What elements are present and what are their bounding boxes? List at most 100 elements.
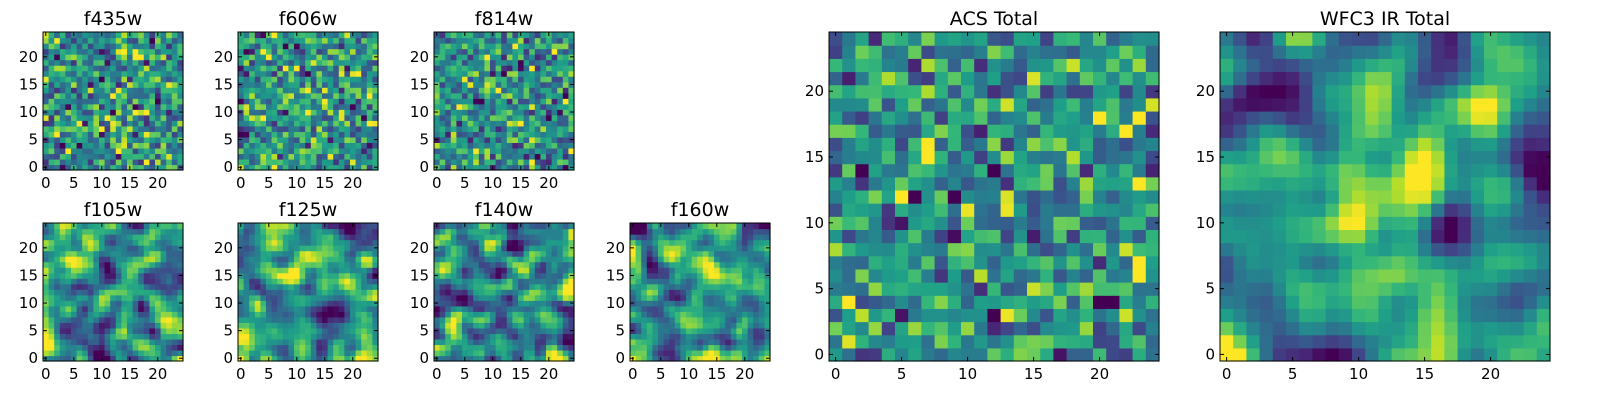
heatmap-cell — [99, 283, 106, 290]
heatmap-cell — [881, 334, 896, 349]
heatmap-cell — [82, 114, 89, 121]
heatmap-cell — [288, 234, 295, 241]
heatmap-cell — [249, 114, 256, 121]
heatmap-cell — [551, 76, 558, 83]
heatmap-cell — [450, 164, 457, 171]
heatmap-cell — [568, 316, 575, 323]
heatmap-cell — [467, 322, 474, 329]
heatmap-cell — [557, 327, 564, 334]
heatmap-cell — [361, 65, 368, 72]
heatmap-cell — [282, 136, 289, 143]
heatmap-cell — [138, 114, 145, 121]
heatmap-cell — [299, 32, 306, 39]
heatmap-cell — [467, 120, 474, 127]
heatmap-cell — [518, 294, 525, 301]
heatmap-cell — [115, 81, 122, 88]
heatmap-cell — [1066, 295, 1081, 309]
heatmap-cell — [829, 295, 843, 309]
heatmap-cell — [43, 234, 50, 241]
heatmap-cell — [310, 120, 317, 127]
heatmap-cell — [294, 228, 301, 235]
heatmap-cell — [355, 234, 362, 241]
heatmap-cell — [48, 92, 55, 99]
heatmap-cell — [43, 333, 50, 340]
heatmap-cell — [1066, 347, 1081, 362]
heatmap-cell — [243, 76, 250, 83]
heatmap-cell — [1079, 268, 1094, 283]
heatmap-cell — [65, 70, 72, 77]
heatmap-cell — [350, 103, 357, 110]
heatmap-cell — [65, 125, 72, 132]
heatmap-cell — [305, 87, 312, 94]
heatmap-cell — [288, 164, 295, 171]
heatmap-cell — [121, 355, 128, 362]
heatmap-cell — [110, 322, 117, 329]
heatmap-cell — [434, 43, 441, 50]
heatmap-cell — [523, 305, 530, 312]
heatmap-cell — [260, 278, 267, 285]
heatmap-cell — [115, 333, 122, 340]
heatmap-cell — [143, 125, 150, 132]
heatmap-cell — [355, 289, 362, 296]
heatmap-cell — [260, 164, 267, 171]
heatmap-cell — [316, 32, 323, 39]
heatmap-cell — [160, 153, 167, 160]
x-tick-label: 0 — [41, 365, 51, 383]
heatmap-cell — [282, 311, 289, 318]
heatmap-cell — [115, 37, 122, 44]
heatmap-cell — [260, 305, 267, 312]
heatmap-cell — [719, 344, 726, 351]
heatmap-cell — [99, 278, 106, 285]
heatmap-cell — [54, 98, 61, 105]
heatmap-cell — [254, 267, 261, 274]
heatmap-cell — [562, 316, 569, 323]
heatmap-cell — [138, 278, 145, 285]
heatmap-cell — [540, 261, 547, 268]
heatmap-cell — [271, 349, 278, 357]
heatmap-cell — [473, 256, 480, 263]
heatmap-cell — [310, 294, 317, 301]
heatmap-cell — [450, 338, 457, 346]
heatmap-cell — [534, 250, 541, 257]
heatmap-cell — [635, 267, 642, 274]
heatmap-cell — [350, 338, 357, 346]
heatmap-cell — [557, 43, 564, 50]
heatmap-cell — [523, 37, 530, 44]
heatmap-cell — [361, 59, 368, 66]
heatmap-cell — [1145, 216, 1160, 230]
heatmap-cell — [155, 272, 162, 279]
heatmap-cell — [714, 239, 721, 246]
heatmap-cell — [557, 147, 564, 155]
heatmap-cell — [753, 245, 760, 252]
heatmap-cell — [266, 272, 273, 279]
heatmap-cell — [557, 311, 564, 318]
heatmap-cell — [747, 250, 754, 257]
heatmap-cell — [725, 305, 732, 312]
heatmap-cell — [160, 261, 167, 268]
heatmap-cell — [76, 136, 83, 143]
heatmap-cell — [691, 267, 698, 274]
heatmap-cell — [48, 228, 55, 235]
heatmap-cell — [277, 305, 284, 312]
heatmap-cell — [523, 289, 530, 296]
heatmap-cell — [501, 32, 508, 39]
heatmap-cell — [310, 142, 317, 149]
heatmap-cell — [110, 103, 117, 110]
heatmap-cell — [456, 294, 463, 301]
heatmap-cell — [82, 294, 89, 301]
heatmap-cell — [719, 311, 726, 318]
heatmap-cell — [881, 163, 896, 178]
panel-title: f125w — [279, 199, 338, 221]
heatmap-cell — [987, 347, 1002, 362]
heatmap-cell — [132, 239, 139, 246]
heatmap-cell — [1145, 334, 1160, 349]
heatmap-cell — [171, 131, 178, 138]
heatmap-cell — [71, 256, 78, 263]
heatmap-cell — [641, 278, 648, 285]
heatmap-cell — [1119, 242, 1134, 257]
heatmap-cell — [43, 48, 50, 55]
heatmap-cell — [439, 344, 446, 351]
heatmap-cell — [155, 294, 162, 301]
heatmap-cell — [243, 125, 250, 132]
heatmap-cell — [1066, 189, 1081, 204]
